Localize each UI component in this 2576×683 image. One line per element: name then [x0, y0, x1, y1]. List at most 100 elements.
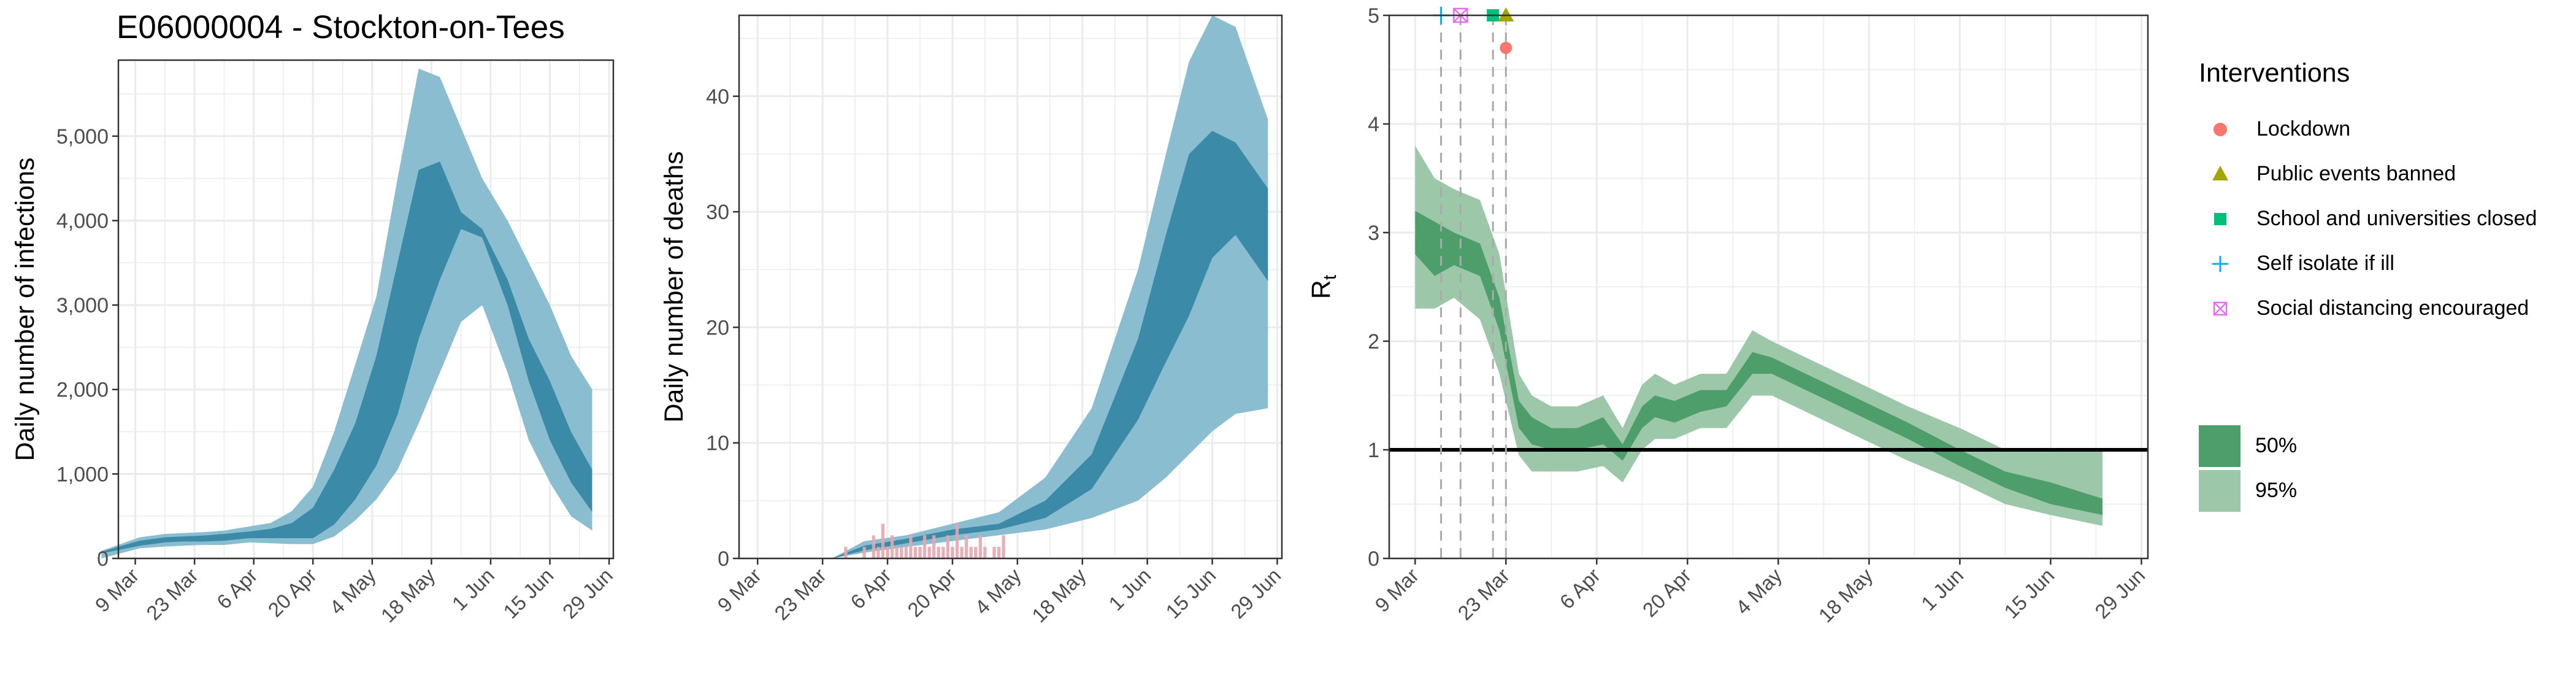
band-50 — [832, 131, 1268, 559]
legend-band-50: 50% — [2199, 423, 2297, 468]
y-tick-label: 0 — [718, 547, 729, 571]
x-tick-label: 1 Jun — [448, 564, 499, 615]
y-tick-label: 3,000 — [56, 294, 109, 317]
y-axis-title: Daily number of deaths — [659, 151, 689, 422]
band-95 — [832, 15, 1268, 558]
panel-2: 0 10 20 30 40 9 Mar 23 Mar 6 Apr 20 Apr 4 May 18 M… — [659, 14, 1285, 627]
panel-3: 0 1 2 3 4 5 9 Mar 23 Mar 6 Apr 20 Apr 4 May 18 May 1… — [1306, 4, 2149, 627]
x-tick-label: 4 May — [970, 563, 1025, 619]
legend-item-self-isolate: Self isolate if ill — [2199, 241, 2567, 286]
legend-item-schools: School and universities closed — [2199, 196, 2567, 241]
legend-title: Interventions — [2199, 58, 2350, 88]
x-tick-label: 4 May — [325, 563, 380, 619]
triangle-icon — [2212, 165, 2228, 180]
deaths-bar — [983, 547, 987, 558]
deaths-bar — [900, 547, 903, 558]
deaths-bar — [951, 547, 954, 558]
legend-label: Social distancing encouraged — [2256, 296, 2529, 320]
deaths-bar — [937, 547, 940, 558]
deaths-bar — [960, 547, 964, 558]
y-tick-label: 2 — [1368, 330, 1379, 353]
deaths-bar — [955, 523, 959, 558]
x-tick-label: 23 Mar — [142, 564, 202, 625]
deaths-bar — [997, 547, 1001, 558]
deaths-bar — [886, 547, 889, 558]
deaths-bar — [918, 547, 922, 558]
x-tick-label: 9 Mar — [1370, 564, 1423, 617]
y-tick-label: 3 — [1368, 222, 1379, 245]
legend-item-social-distancing: Social distancing encouraged — [2199, 286, 2567, 331]
y-tick-label: 4 — [1368, 113, 1379, 136]
square-icon — [2214, 212, 2226, 225]
x-tick-label: 15 Jun — [1161, 564, 1220, 623]
x-tick-label: 1 Jun — [1917, 564, 1968, 615]
x-tick-label: 20 Apr — [903, 564, 960, 622]
y-tick-label: 20 — [706, 316, 729, 339]
y-tick-label: 4,000 — [56, 209, 109, 233]
band-50 — [101, 161, 592, 554]
deaths-bar — [932, 535, 936, 558]
x-tick-label: 6 Apr — [846, 564, 895, 614]
y-tick-label: 5 — [1368, 4, 1379, 28]
plus-icon — [2212, 255, 2228, 272]
legend-label: 50% — [2255, 434, 2298, 457]
x-tick-label: 9 Mar — [713, 564, 765, 617]
circle-icon — [2214, 122, 2227, 136]
deaths-bar — [890, 535, 894, 558]
x-tick-label: 4 May — [1731, 563, 1787, 619]
deaths-bar — [974, 547, 978, 558]
x-tick-label: 29 Jun — [1226, 564, 1285, 623]
band-legend: 50% 95% — [2199, 423, 2297, 513]
deaths-bar — [862, 547, 866, 558]
x-tick-label: 6 Apr — [212, 564, 262, 614]
swatch-50 — [2199, 425, 2241, 467]
interventions-legend: Interventions Lockdown Public events ban… — [2199, 58, 2567, 331]
x-tick-label: 23 Mar — [770, 564, 830, 625]
y-tick-label: 0 — [1368, 547, 1379, 571]
legend-item-public-events: Public events banned — [2199, 152, 2567, 196]
x-tick-label: 18 May — [1814, 563, 1877, 627]
y-tick-label: 1 — [1368, 439, 1379, 462]
y-axis-title: Rt — [1306, 274, 1340, 299]
x-tick-label: 9 Mar — [91, 564, 144, 617]
deaths-bar — [844, 547, 848, 558]
deaths-bar — [895, 547, 899, 558]
boxed-x-icon — [2213, 301, 2228, 315]
x-tick-label: 23 Mar — [1453, 564, 1514, 625]
x-tick-label: 20 Apr — [264, 564, 321, 622]
deaths-bar — [1002, 535, 1005, 558]
panel-border — [117, 59, 615, 560]
legend-label: School and universities closed — [2256, 207, 2537, 230]
deaths-bar — [941, 547, 945, 558]
band-95 — [101, 68, 592, 559]
deaths-bar — [876, 547, 880, 558]
deaths-bar — [992, 547, 996, 558]
swatch-95 — [2199, 469, 2241, 512]
panel-border — [738, 14, 1283, 560]
chart-title: E06000004 - Stockton-on-Tees — [117, 9, 565, 45]
deaths-bar — [913, 547, 918, 558]
y-tick-label: 10 — [706, 432, 729, 455]
x-tick-label: 6 Apr — [1555, 564, 1605, 614]
x-tick-label: 1 Jun — [1104, 564, 1155, 615]
y-tick-label: 40 — [706, 85, 729, 109]
intervention-marker-public-events — [1498, 7, 1514, 21]
legend-band-95: 95% — [2199, 468, 2297, 513]
panel-border — [1388, 14, 2149, 560]
x-tick-label: 15 Jun — [1999, 564, 2058, 623]
y-axis-title: Daily number of infections — [10, 158, 40, 461]
x-tick-label: 18 May — [1027, 563, 1091, 627]
y-tick-label: 0 — [97, 547, 109, 571]
y-tick-label: 30 — [706, 201, 729, 224]
y-tick-label: 2,000 — [56, 379, 109, 402]
deaths-bar — [969, 547, 973, 558]
y-tick-label: 1,000 — [56, 463, 109, 486]
deaths-bar — [881, 523, 885, 558]
legend-item-lockdown: Lockdown — [2199, 107, 2567, 152]
legend-label: Self isolate if ill — [2256, 252, 2394, 275]
x-tick-label: 20 Apr — [1638, 564, 1696, 622]
legend-label: 95% — [2255, 479, 2298, 502]
x-tick-label: 29 Jun — [558, 564, 617, 623]
deaths-bar — [946, 535, 950, 558]
